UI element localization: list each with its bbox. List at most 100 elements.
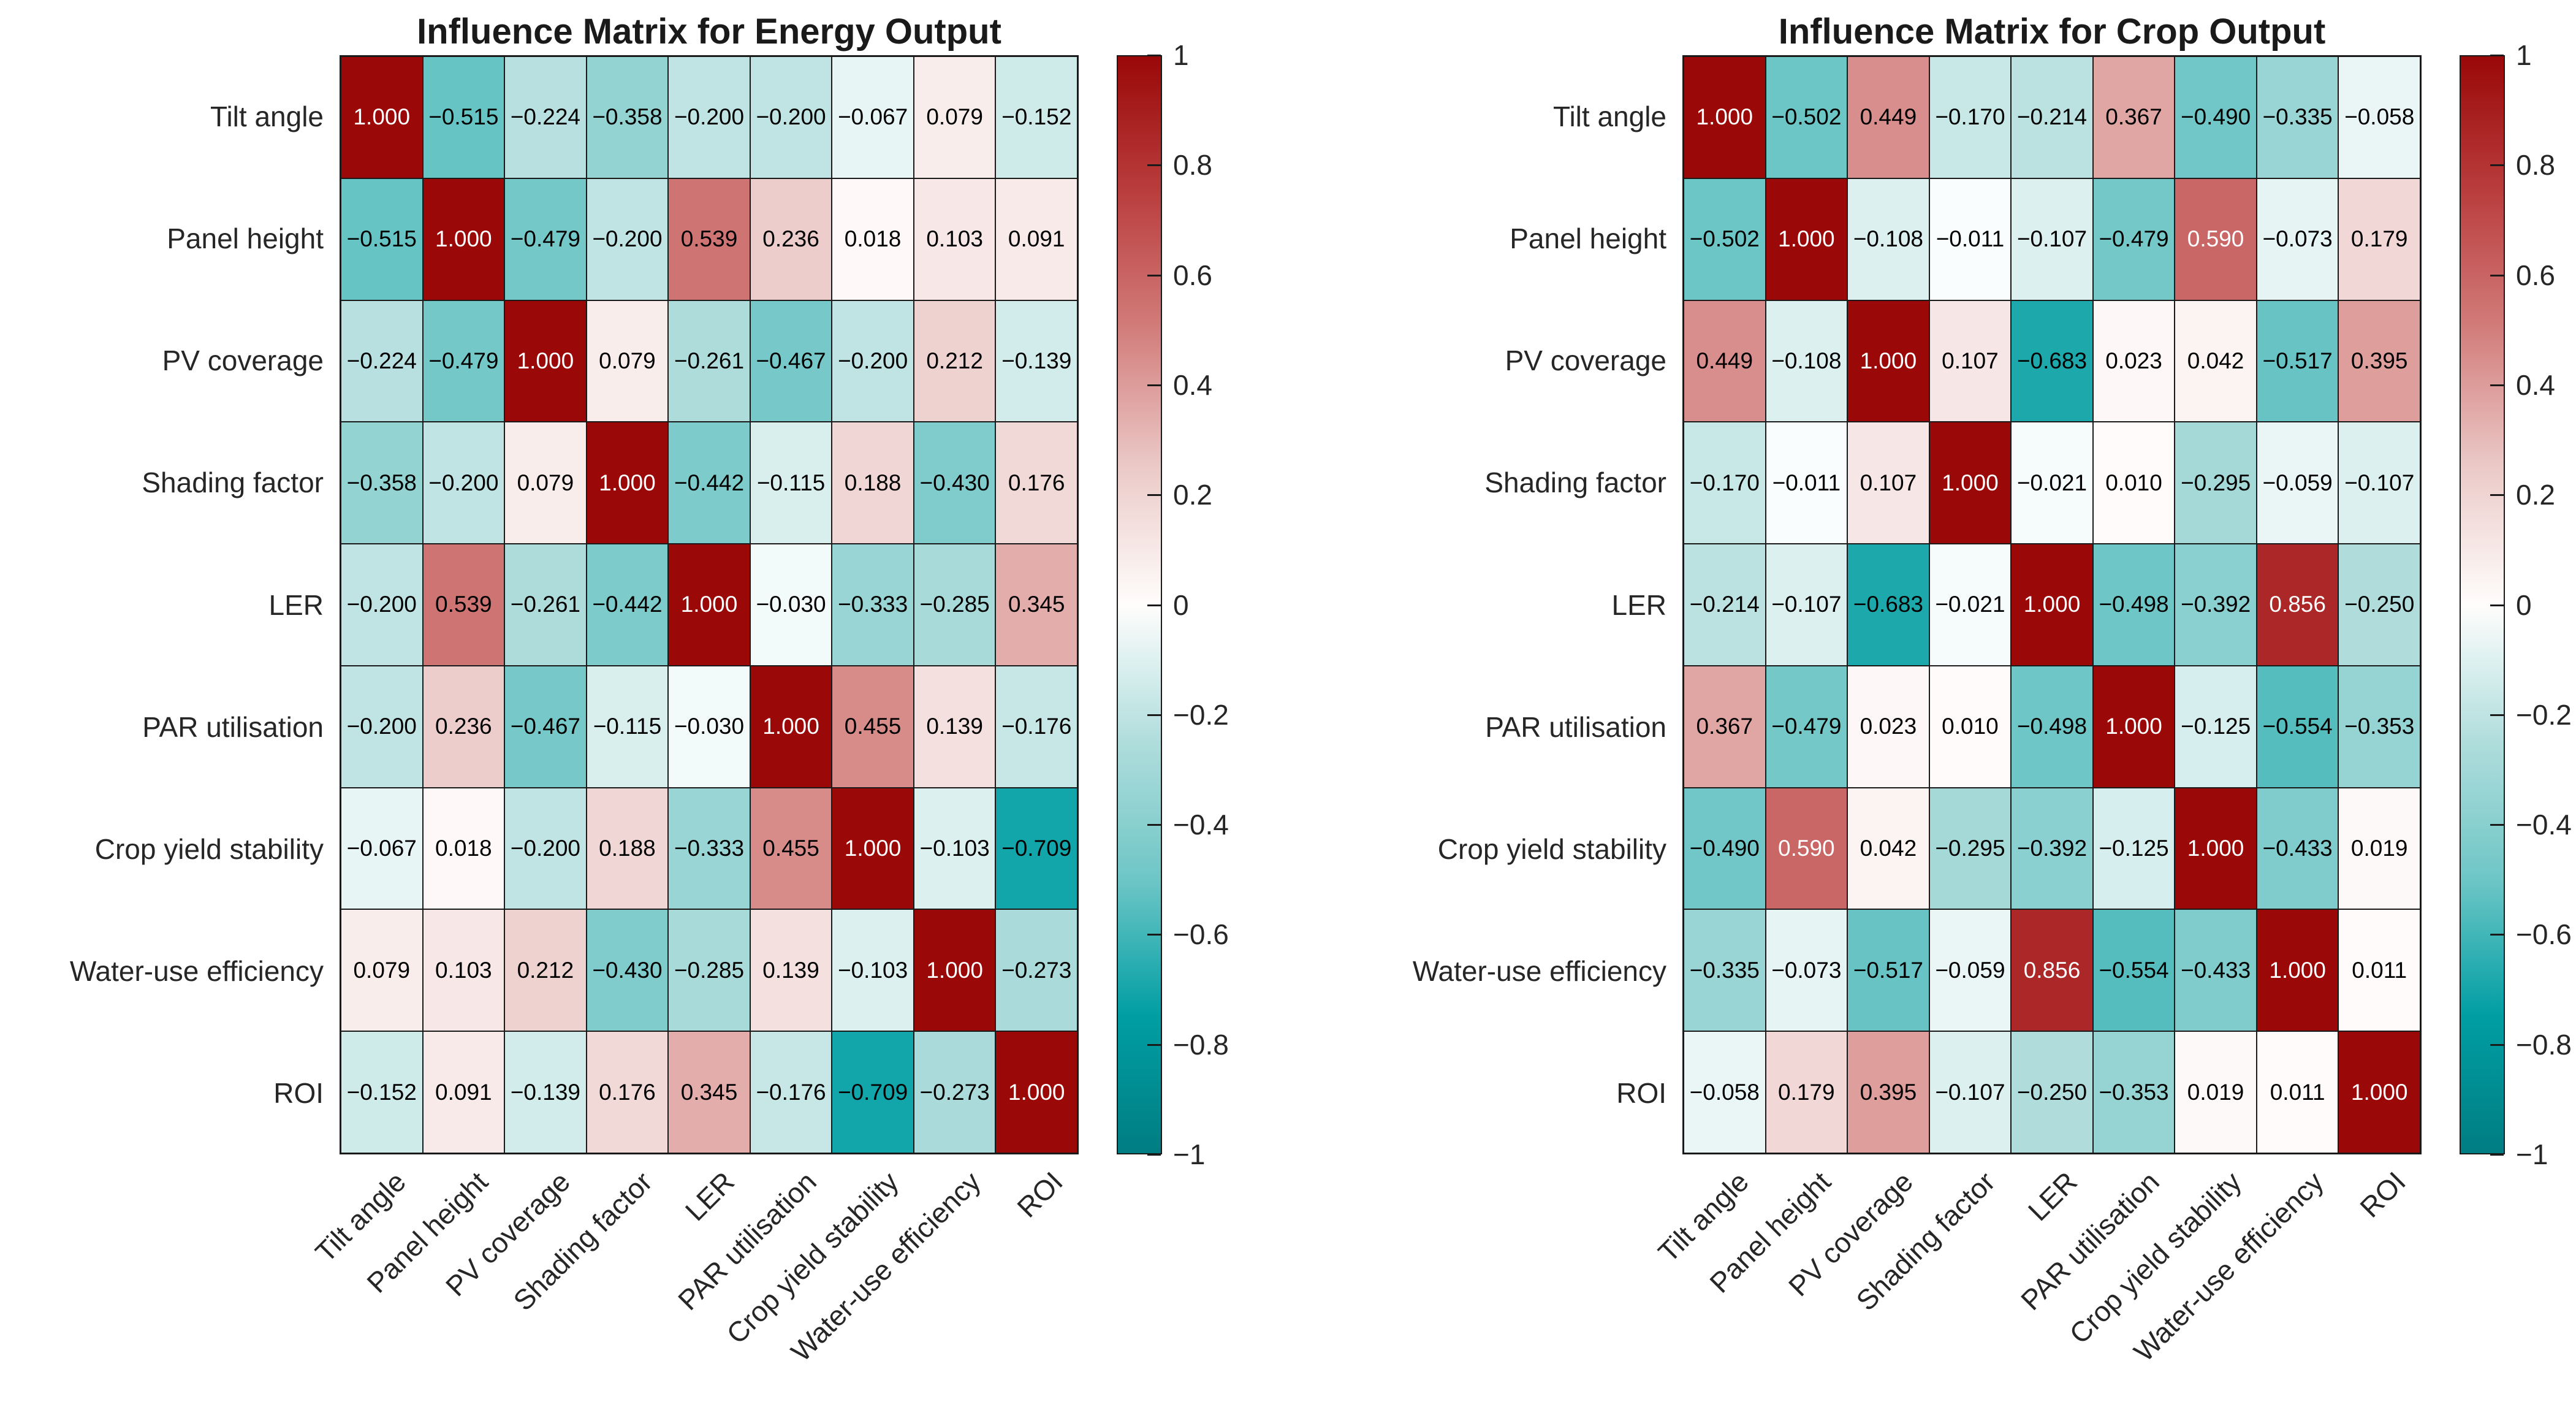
matrix-cell: −0.285 [668, 909, 750, 1032]
matrix-cell: −0.115 [586, 665, 669, 788]
matrix-cell: −0.335 [2256, 56, 2339, 178]
matrix-cell: −0.517 [2256, 300, 2339, 422]
matrix-cell: 0.107 [1929, 300, 2012, 422]
matrix-cell: 0.455 [832, 665, 914, 788]
matrix-cell: 0.139 [913, 665, 996, 788]
matrix-cell: −0.030 [750, 544, 832, 666]
matrix-cell: −0.392 [2175, 544, 2257, 666]
matrix-cell: −0.073 [1765, 909, 1848, 1032]
matrix-cell: −0.295 [2175, 422, 2257, 544]
matrix-cell: −0.442 [586, 544, 669, 666]
matrix-cell: −0.107 [2011, 178, 2093, 300]
matrix-cell: −0.502 [1684, 178, 1766, 300]
colorbar-tick-mark [2490, 1043, 2504, 1046]
matrix-cell: −0.554 [2256, 665, 2339, 788]
y-axis-label: PV coverage [1505, 345, 1666, 377]
matrix-cell: 0.091 [995, 178, 1077, 300]
matrix-cell: 1.000 [832, 787, 914, 910]
colorbar-tick-mark [1147, 934, 1161, 936]
matrix-cell: 1.000 [995, 1031, 1077, 1153]
matrix-cell: −0.554 [2092, 909, 2175, 1032]
matrix-cell: 0.212 [913, 300, 996, 422]
matrix-cell: 0.236 [750, 178, 832, 300]
colorbar-tick-label: −0.6 [2516, 918, 2572, 951]
matrix-cell: 0.367 [2092, 56, 2175, 178]
matrix-cell: −0.107 [1929, 1031, 2012, 1153]
colorbar-tick-label: −0.8 [1173, 1028, 1229, 1061]
matrix-cell: −0.125 [2175, 665, 2257, 788]
y-axis-label: LER [1611, 589, 1666, 621]
y-axis-label: Water-use efficiency [69, 955, 324, 988]
colorbar-tick-mark [2490, 164, 2504, 167]
matrix-cell: −0.273 [995, 909, 1077, 1032]
matrix-cell: −0.261 [504, 544, 587, 666]
colorbar-tick-label: 0.8 [1173, 149, 1212, 181]
matrix-cell: −0.479 [422, 300, 505, 422]
matrix-cell: −0.479 [1765, 665, 1848, 788]
matrix-cell: −0.108 [1765, 300, 1848, 422]
matrix-cell: −0.285 [913, 544, 996, 666]
matrix-cell: −0.030 [668, 665, 750, 788]
matrix-cell: −0.250 [2011, 1031, 2093, 1153]
colorbar-tick-label: 0 [1173, 589, 1189, 621]
matrix-cell: 1.000 [341, 56, 423, 178]
matrix-cell: 1.000 [2338, 1031, 2420, 1153]
colorbar-tick-label: −0.4 [1173, 809, 1229, 841]
y-axis-label: Tilt angle [1553, 100, 1666, 132]
colorbar-tick-label: 0.8 [2516, 149, 2555, 181]
matrix-cell: −0.200 [668, 56, 750, 178]
matrix-cell: 0.018 [832, 178, 914, 300]
matrix-cell: −0.683 [2011, 300, 2093, 422]
colorbar-tick-label: 0.4 [2516, 368, 2555, 401]
matrix-cell: 1.000 [1684, 56, 1766, 178]
colorbar-tick-label: 1 [1173, 39, 1189, 71]
matrix-cell: 0.345 [668, 1031, 750, 1153]
colorbar-tick-label: −0.4 [2516, 809, 2572, 841]
matrix-cell: −0.353 [2092, 1031, 2175, 1153]
matrix-cell: −0.108 [1847, 178, 1929, 300]
colorbar-tick-mark [2490, 384, 2504, 386]
matrix-cell: −0.709 [832, 1031, 914, 1153]
matrix-cell: −0.515 [341, 178, 423, 300]
matrix-cell: 0.079 [341, 909, 423, 1032]
matrix-cell: −0.430 [586, 909, 669, 1032]
colorbar-tick-mark [2490, 274, 2504, 276]
matrix-cell: −0.433 [2256, 787, 2339, 910]
colorbar-tick-label: 0.4 [1173, 368, 1212, 401]
matrix-cell: 0.590 [2175, 178, 2257, 300]
matrix-cell: 0.345 [995, 544, 1077, 666]
colorbar-tick-label: 0 [2516, 589, 2532, 621]
matrix-cell: −0.517 [1847, 909, 1929, 1032]
matrix-cell: −0.139 [504, 1031, 587, 1153]
colorbar-tick-mark [1147, 604, 1161, 606]
matrix-cell: −0.176 [995, 665, 1077, 788]
matrix-cell: −0.058 [2338, 56, 2420, 178]
colorbar-tick-label: −0.6 [1173, 918, 1229, 951]
matrix-cell: 0.179 [1765, 1031, 1848, 1153]
colorbar-tick-label: −0.2 [2516, 698, 2572, 731]
chart-title: Influence Matrix for Energy Output [417, 12, 1001, 51]
colorbar-tick-mark [1147, 714, 1161, 716]
matrix-cell: −0.200 [341, 544, 423, 666]
matrix-cell: −0.200 [504, 787, 587, 910]
matrix-cell: −0.152 [341, 1031, 423, 1153]
y-axis-label: Panel height [1510, 222, 1666, 254]
matrix-cell: 0.590 [1765, 787, 1848, 910]
matrix-cell: −0.224 [341, 300, 423, 422]
colorbar-tick-label: 0.2 [2516, 479, 2555, 511]
matrix-cell: 0.856 [2256, 544, 2339, 666]
matrix-cell: 0.019 [2338, 787, 2420, 910]
matrix-cell: −0.479 [504, 178, 587, 300]
colorbar-tick-mark [2490, 55, 2504, 56]
matrix-cell: −0.335 [1684, 909, 1766, 1032]
matrix-cell: −0.358 [341, 422, 423, 544]
matrix-cell: −0.442 [668, 422, 750, 544]
matrix-cell: 0.455 [750, 787, 832, 910]
matrix-cell: 0.011 [2256, 1031, 2339, 1153]
matrix-cell: 0.018 [422, 787, 505, 910]
colorbar-tick-mark [1147, 824, 1161, 826]
matrix-cell: −0.200 [586, 178, 669, 300]
matrix-cell: −0.200 [422, 422, 505, 544]
matrix-cell: 0.176 [586, 1031, 669, 1153]
matrix-cell: 0.188 [586, 787, 669, 910]
